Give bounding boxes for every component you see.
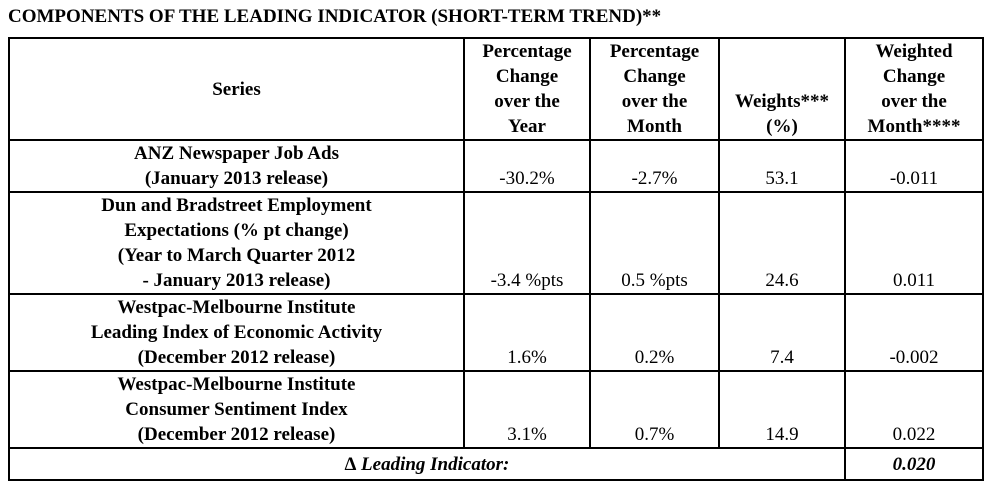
weighted-cell: -0.011	[844, 139, 984, 193]
header-pct-year: Percentage Change over the Year	[463, 37, 591, 141]
header-pct-month: Percentage Change over the Month	[589, 37, 720, 141]
table-row: Dun and Bradstreet Employment Expectatio…	[8, 191, 984, 295]
series-name: Westpac-Melbourne Institute Consumer Sen…	[8, 370, 465, 449]
pct-month-cell: 0.5 %pts	[589, 191, 720, 295]
table-title: COMPONENTS OF THE LEADING INDICATOR (SHO…	[8, 6, 662, 27]
pct-year-cell: 1.6%	[463, 293, 591, 372]
weighted-cell: 0.022	[844, 370, 984, 449]
pct-year-cell: -3.4 %pts	[463, 191, 591, 295]
weight-cell: 14.9	[718, 370, 846, 449]
header-weights: Weights*** (%)	[718, 37, 846, 141]
weighted-cell: 0.011	[844, 191, 984, 295]
table-row: Westpac-Melbourne Institute Leading Inde…	[8, 293, 984, 372]
pct-month-cell: 0.7%	[589, 370, 720, 449]
pct-month-cell: 0.2%	[589, 293, 720, 372]
total-value: 0.020	[844, 447, 984, 481]
weight-cell: 7.4	[718, 293, 846, 372]
weighted-cell: -0.002	[844, 293, 984, 372]
weight-cell: 53.1	[718, 139, 846, 193]
pct-month-cell: -2.7%	[589, 139, 720, 193]
header-series: Series	[8, 37, 465, 141]
header-row: Series Percentage Change over the Year P…	[8, 37, 984, 141]
pct-year-cell: 3.1%	[463, 370, 591, 449]
weight-cell: 24.6	[718, 191, 846, 295]
header-weighted-change: Weighted Change over the Month****	[844, 37, 984, 141]
total-row: ∆ Leading Indicator: 0.020	[8, 447, 984, 481]
series-name: ANZ Newspaper Job Ads (January 2013 rele…	[8, 139, 465, 193]
table-row: Westpac-Melbourne Institute Consumer Sen…	[8, 370, 984, 449]
leading-indicator-table: Series Percentage Change over the Year P…	[8, 37, 984, 481]
table-row: ANZ Newspaper Job Ads (January 2013 rele…	[8, 139, 984, 193]
series-name: Dun and Bradstreet Employment Expectatio…	[8, 191, 465, 295]
total-label: ∆ Leading Indicator:	[8, 447, 846, 481]
pct-year-cell: -30.2%	[463, 139, 591, 193]
series-name: Westpac-Melbourne Institute Leading Inde…	[8, 293, 465, 372]
